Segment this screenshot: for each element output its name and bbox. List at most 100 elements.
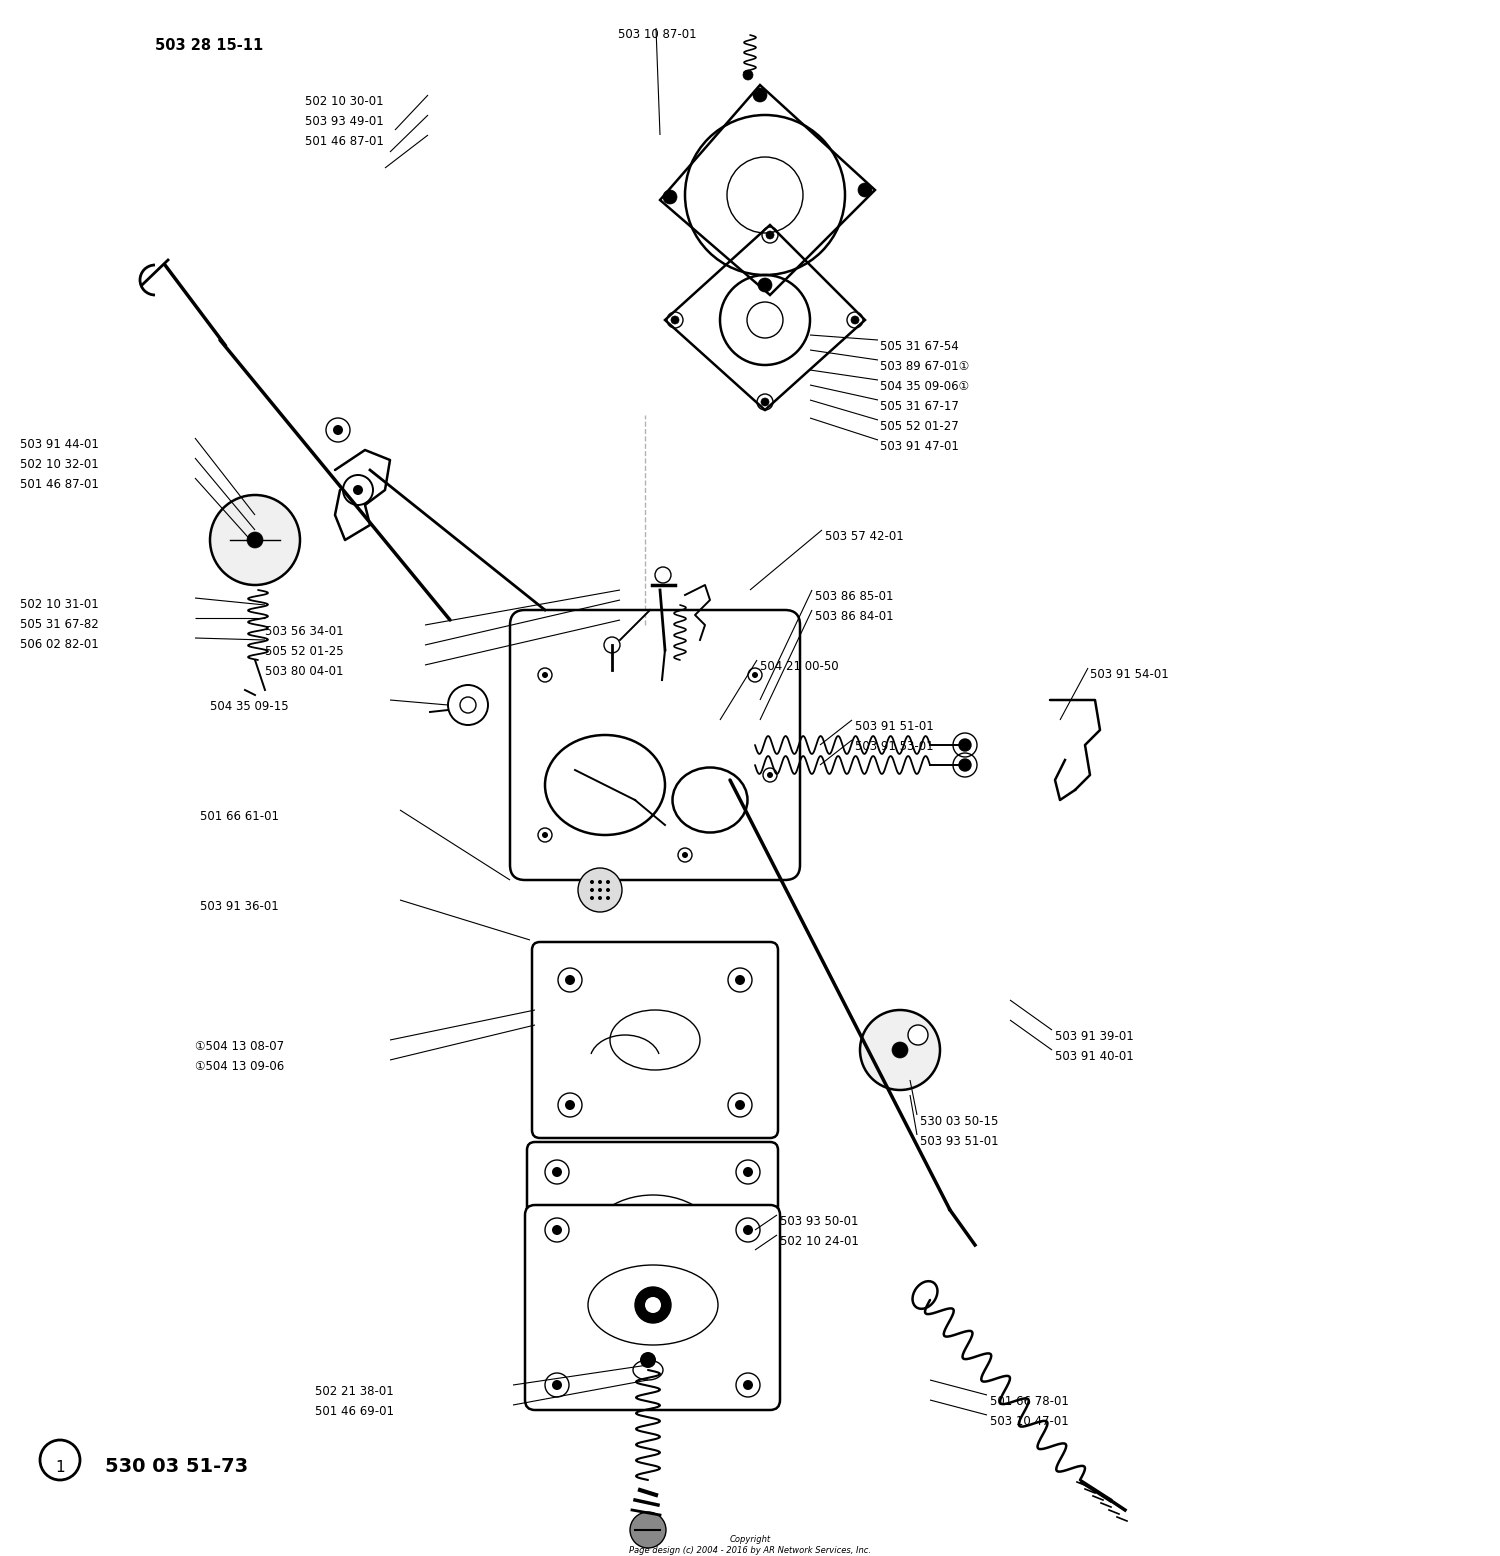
Text: 501 46 87-01: 501 46 87-01 — [20, 478, 99, 492]
Text: 501 66 61-01: 501 66 61-01 — [200, 811, 279, 823]
Text: 503 57 42-01: 503 57 42-01 — [825, 531, 903, 543]
Text: 503 91 51-01: 503 91 51-01 — [855, 720, 933, 733]
Circle shape — [552, 1167, 562, 1176]
Text: 503 10 47-01: 503 10 47-01 — [990, 1414, 1068, 1428]
Text: 502 10 30-01: 502 10 30-01 — [304, 95, 384, 107]
Circle shape — [908, 1025, 928, 1046]
Circle shape — [606, 881, 610, 884]
Circle shape — [598, 888, 602, 892]
FancyBboxPatch shape — [526, 1142, 778, 1343]
Text: 504 35 09-06①: 504 35 09-06① — [880, 380, 969, 394]
Circle shape — [742, 1380, 753, 1390]
Circle shape — [735, 976, 746, 985]
Circle shape — [448, 685, 488, 725]
Circle shape — [210, 495, 300, 585]
Circle shape — [606, 896, 610, 899]
Circle shape — [753, 89, 766, 103]
Circle shape — [640, 1352, 656, 1368]
Text: 503 91 47-01: 503 91 47-01 — [880, 440, 959, 453]
Circle shape — [736, 1218, 760, 1242]
Circle shape — [630, 1512, 666, 1548]
Circle shape — [634, 1287, 670, 1323]
Circle shape — [742, 1307, 753, 1316]
Circle shape — [598, 881, 602, 884]
Text: 503 10 87-01: 503 10 87-01 — [618, 28, 696, 40]
Circle shape — [742, 1167, 753, 1176]
Text: 506 02 82-01: 506 02 82-01 — [20, 638, 99, 650]
Circle shape — [758, 279, 772, 293]
Circle shape — [333, 425, 344, 436]
Circle shape — [742, 1225, 753, 1235]
Circle shape — [590, 896, 594, 899]
FancyBboxPatch shape — [532, 941, 778, 1137]
Circle shape — [552, 1380, 562, 1390]
Text: 502 10 32-01: 502 10 32-01 — [20, 457, 99, 471]
Text: 502 10 31-01: 502 10 31-01 — [20, 598, 99, 612]
Text: 503 80 04-01: 503 80 04-01 — [266, 664, 344, 678]
Text: 503 86 84-01: 503 86 84-01 — [815, 610, 894, 622]
Circle shape — [566, 976, 574, 985]
Ellipse shape — [633, 1360, 663, 1380]
Circle shape — [958, 739, 970, 752]
Text: 503 93 49-01: 503 93 49-01 — [304, 115, 384, 128]
Circle shape — [736, 1372, 760, 1397]
Ellipse shape — [912, 1281, 938, 1309]
Circle shape — [682, 853, 688, 857]
Circle shape — [566, 1100, 574, 1109]
Text: 505 52 01-25: 505 52 01-25 — [266, 646, 344, 658]
Circle shape — [850, 316, 859, 324]
Text: 502 10 24-01: 502 10 24-01 — [780, 1235, 859, 1248]
Text: 503 91 40-01: 503 91 40-01 — [1054, 1050, 1134, 1063]
Text: 505 31 67-82: 505 31 67-82 — [20, 618, 99, 632]
Circle shape — [598, 896, 602, 899]
Circle shape — [892, 1043, 908, 1058]
Text: 503 91 53-01: 503 91 53-01 — [855, 741, 933, 753]
Text: 503 89 67-01①: 503 89 67-01① — [880, 359, 969, 373]
Text: 505 31 67-17: 505 31 67-17 — [880, 400, 959, 412]
Circle shape — [552, 1225, 562, 1235]
Text: 503 93 50-01: 503 93 50-01 — [780, 1215, 858, 1228]
Circle shape — [542, 672, 548, 678]
Circle shape — [544, 1372, 568, 1397]
Text: 503 28 15-11: 503 28 15-11 — [154, 37, 264, 53]
Text: 501 66 78-01: 501 66 78-01 — [990, 1396, 1070, 1408]
Text: 504 21 00-50: 504 21 00-50 — [760, 660, 839, 674]
Circle shape — [590, 881, 594, 884]
Circle shape — [858, 184, 871, 198]
Circle shape — [578, 868, 622, 912]
FancyBboxPatch shape — [510, 610, 800, 881]
Text: 503 91 44-01: 503 91 44-01 — [20, 437, 99, 451]
Text: 505 31 67-54: 505 31 67-54 — [880, 341, 959, 353]
Circle shape — [670, 316, 680, 324]
Text: 530 03 51-73: 530 03 51-73 — [105, 1458, 248, 1477]
Text: 503 91 36-01: 503 91 36-01 — [200, 899, 279, 913]
Circle shape — [645, 1298, 662, 1313]
Text: 505 52 01-27: 505 52 01-27 — [880, 420, 959, 433]
Text: 503 56 34-01: 503 56 34-01 — [266, 626, 344, 638]
Text: 502 21 38-01: 502 21 38-01 — [315, 1385, 393, 1397]
Circle shape — [958, 759, 970, 772]
Text: 530 03 50-15: 530 03 50-15 — [920, 1116, 999, 1128]
Text: 503 93 51-01: 503 93 51-01 — [920, 1134, 999, 1148]
Text: 503 86 85-01: 503 86 85-01 — [815, 590, 894, 604]
Circle shape — [766, 230, 774, 240]
Text: ①504 13 09-06: ①504 13 09-06 — [195, 1060, 285, 1074]
Circle shape — [606, 888, 610, 892]
Circle shape — [542, 832, 548, 839]
Text: 503 91 54-01: 503 91 54-01 — [1090, 668, 1168, 682]
Circle shape — [590, 888, 594, 892]
Circle shape — [544, 1218, 568, 1242]
Circle shape — [742, 70, 753, 79]
FancyBboxPatch shape — [525, 1204, 780, 1410]
Text: 501 46 87-01: 501 46 87-01 — [304, 135, 384, 148]
Circle shape — [663, 190, 676, 204]
Text: ①504 13 08-07: ①504 13 08-07 — [195, 1039, 284, 1053]
Text: 501 46 69-01: 501 46 69-01 — [315, 1405, 394, 1418]
Circle shape — [552, 1307, 562, 1316]
Text: Copyright
Page design (c) 2004 - 2016 by AR Network Services, Inc.: Copyright Page design (c) 2004 - 2016 by… — [628, 1536, 872, 1554]
Circle shape — [760, 398, 770, 406]
Text: 1: 1 — [56, 1460, 64, 1475]
Circle shape — [352, 485, 363, 495]
Circle shape — [248, 532, 262, 548]
Circle shape — [752, 672, 758, 678]
